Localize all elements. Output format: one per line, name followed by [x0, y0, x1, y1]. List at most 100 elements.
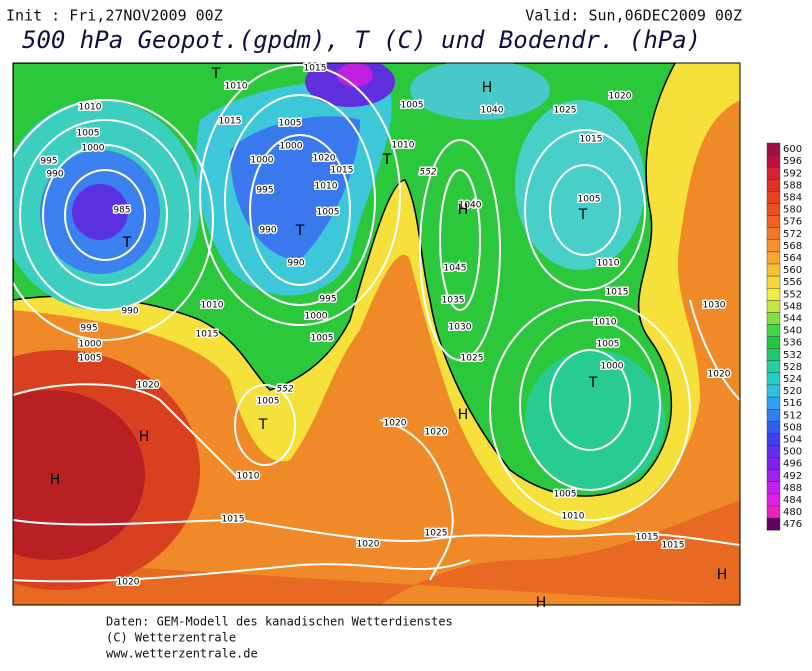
legend-swatch — [766, 191, 781, 204]
isobar-label: 1005 — [311, 334, 334, 344]
isobar-label: 990 — [259, 226, 276, 236]
isobar-label: 1020 — [425, 428, 448, 438]
isobar-label: 995 — [256, 186, 273, 196]
isobar-label: 1020 — [609, 92, 632, 102]
legend-label: 584 — [783, 192, 802, 203]
isobar-label: 1005 — [554, 490, 577, 500]
isobar-label: 1005 — [77, 129, 100, 139]
isobar-label: 1025 — [554, 106, 577, 116]
isobar-label: 1040 — [481, 106, 504, 116]
isobar-label: 1015 — [196, 330, 219, 340]
isobar-label: 1040 — [459, 201, 482, 211]
legend-swatch — [766, 360, 781, 374]
legend-label: 540 — [783, 326, 802, 337]
legend-swatch — [766, 348, 781, 362]
legend-label: 560 — [783, 265, 802, 276]
legend-swatch — [766, 324, 781, 337]
isobar-label: 1020 — [357, 540, 380, 550]
legend-label: 552 — [783, 289, 802, 300]
isobar-label: 1000 — [601, 362, 624, 372]
isobar-label: 1025 — [461, 354, 484, 364]
pressure-center: H — [536, 595, 547, 611]
isobar-label: 1000 — [251, 156, 274, 166]
cold-area — [337, 63, 373, 87]
legend-swatch — [766, 396, 781, 410]
legend-swatch — [766, 142, 781, 156]
legend-swatch — [766, 421, 781, 434]
legend-label: 504 — [783, 434, 802, 445]
footer-line: Daten: GEM-Modell des kanadischen Wetter… — [106, 615, 453, 629]
legend-label: 544 — [783, 313, 802, 324]
pressure-center: H — [139, 429, 150, 445]
pressure-center: H — [50, 472, 61, 488]
legend-swatch — [766, 239, 781, 253]
legend-swatch — [766, 263, 781, 277]
legend-swatch — [766, 384, 781, 398]
legend-label: 524 — [783, 374, 802, 385]
isobar-label: 1015 — [222, 515, 245, 525]
isobar-label: 1005 — [401, 101, 424, 111]
legend-swatch — [766, 154, 781, 168]
isobar-label: 995 — [40, 157, 57, 167]
legend-label: 548 — [783, 301, 802, 312]
legend-swatch — [766, 493, 781, 507]
legend-swatch — [766, 300, 781, 313]
map — [13, 63, 740, 605]
isobar-label: 1015 — [304, 64, 327, 74]
legend-swatch — [766, 457, 781, 470]
legend-swatch — [766, 166, 781, 180]
legend-label: 568 — [783, 241, 802, 252]
legend-swatch — [766, 251, 781, 265]
map-title: 500 hPa Geopot.(gpdm), T (C) und Bodendr… — [22, 26, 701, 54]
warm-area — [13, 500, 740, 605]
footer: Daten: GEM-Modell des kanadischen Wetter… — [106, 615, 453, 661]
legend-label: 492 — [783, 471, 802, 482]
pressure-center: T — [588, 375, 598, 391]
legend-label: 556 — [783, 277, 802, 288]
isobar-label: 1015 — [580, 135, 603, 145]
cold-area — [515, 100, 645, 270]
isobar-label: 985 — [113, 206, 130, 216]
legend-swatch — [766, 409, 781, 422]
isobar-label: 1010 — [201, 301, 224, 311]
isobar-label: 1005 — [578, 195, 601, 205]
warm-area — [13, 390, 145, 560]
cold-area — [72, 184, 128, 240]
legend-label: 484 — [783, 495, 802, 506]
footer-line: www.wetterzentrale.de — [106, 647, 258, 661]
isobar-label: 1000 — [82, 144, 105, 154]
isobar-label: 1015 — [662, 541, 685, 551]
isobar-label: 1005 — [597, 340, 620, 350]
isobar-label: 1010 — [392, 141, 415, 151]
legend-label: 496 — [783, 459, 802, 470]
pressure-center: T — [382, 152, 392, 168]
footer-line: (C) Wetterzentrale — [106, 631, 236, 645]
legend-label: 476 — [783, 519, 802, 530]
legend-label: 536 — [783, 338, 802, 349]
pressure-center: H — [458, 407, 469, 423]
pressure-center: H — [717, 567, 728, 583]
legend-label: 580 — [783, 205, 802, 216]
isobar-label: 1030 — [449, 323, 472, 333]
legend-label: 564 — [783, 253, 802, 264]
cold-area — [410, 63, 550, 120]
pressure-center: H — [458, 202, 469, 218]
map-labels: 1015 1010 1010 1015 1005 1000 995 990 985 990 995 1… — [39, 62, 732, 611]
cold-area — [230, 116, 360, 260]
isobar-label: 1000 — [305, 312, 328, 322]
isobar-label: 1005 — [317, 208, 340, 218]
legend-swatch — [766, 288, 781, 301]
legend-label: 516 — [783, 398, 802, 409]
pressure-center: H — [482, 80, 493, 96]
isobar-label: 995 — [319, 295, 336, 305]
isobar-label: 995 — [80, 324, 97, 334]
init-time: Init : Fri,27NOV2009 00Z — [6, 7, 223, 25]
legend-swatch — [766, 481, 781, 495]
isobar-label: 1015 — [606, 288, 629, 298]
isobar-label: 1010 — [597, 259, 620, 269]
legend-label: 512 — [783, 410, 802, 421]
legend-label: 488 — [783, 483, 802, 494]
isobar-label: 1015 — [636, 533, 659, 543]
isobar-label: 990 — [287, 259, 304, 269]
